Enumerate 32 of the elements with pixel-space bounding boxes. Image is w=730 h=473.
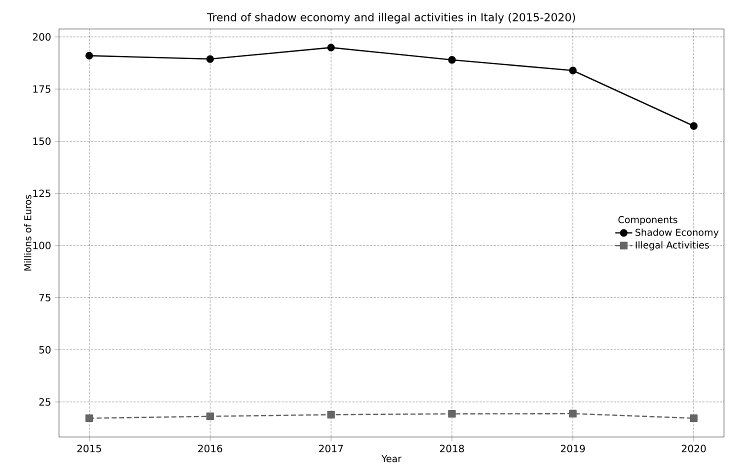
point: [85, 52, 94, 60]
point: [327, 410, 335, 419]
y-tick-label: 150: [33, 137, 51, 145]
y-tick-label: 75: [39, 294, 50, 302]
x-tick-label: 2017: [319, 444, 343, 452]
legend-title: Components: [618, 216, 678, 226]
legend-label: Illegal Activities: [636, 241, 709, 250]
point: [206, 55, 214, 63]
y-tick-label: 200: [32, 33, 51, 41]
legend-label: Shadow Economy: [636, 228, 719, 238]
x-tick-label: 2018: [440, 444, 464, 452]
y-axis-title: Millions of Euros: [24, 194, 32, 271]
point: [327, 44, 335, 52]
point: [448, 56, 456, 64]
x-tick-label: 2015: [77, 444, 102, 452]
x-tick-label: 2016: [198, 444, 222, 452]
y-tick-label: 125: [33, 190, 50, 198]
point: [690, 414, 698, 422]
point: [569, 66, 577, 74]
x-tick-label: 2019: [560, 444, 585, 452]
x-tick-label: 2020: [682, 444, 706, 452]
point: [85, 414, 94, 422]
x-axis-title: Year: [381, 455, 402, 462]
chart-title: Trend of shadow economy and illegal activities in Italy (2015-2020): [207, 12, 576, 24]
y-tick-label: 175: [33, 85, 50, 93]
point: [448, 410, 456, 418]
point: [569, 410, 577, 418]
point: [206, 412, 214, 420]
point: [690, 122, 698, 130]
y-tick-label: 50: [39, 346, 51, 354]
y-tick-label: 25: [39, 398, 50, 406]
y-tick-label: 100: [33, 242, 51, 250]
